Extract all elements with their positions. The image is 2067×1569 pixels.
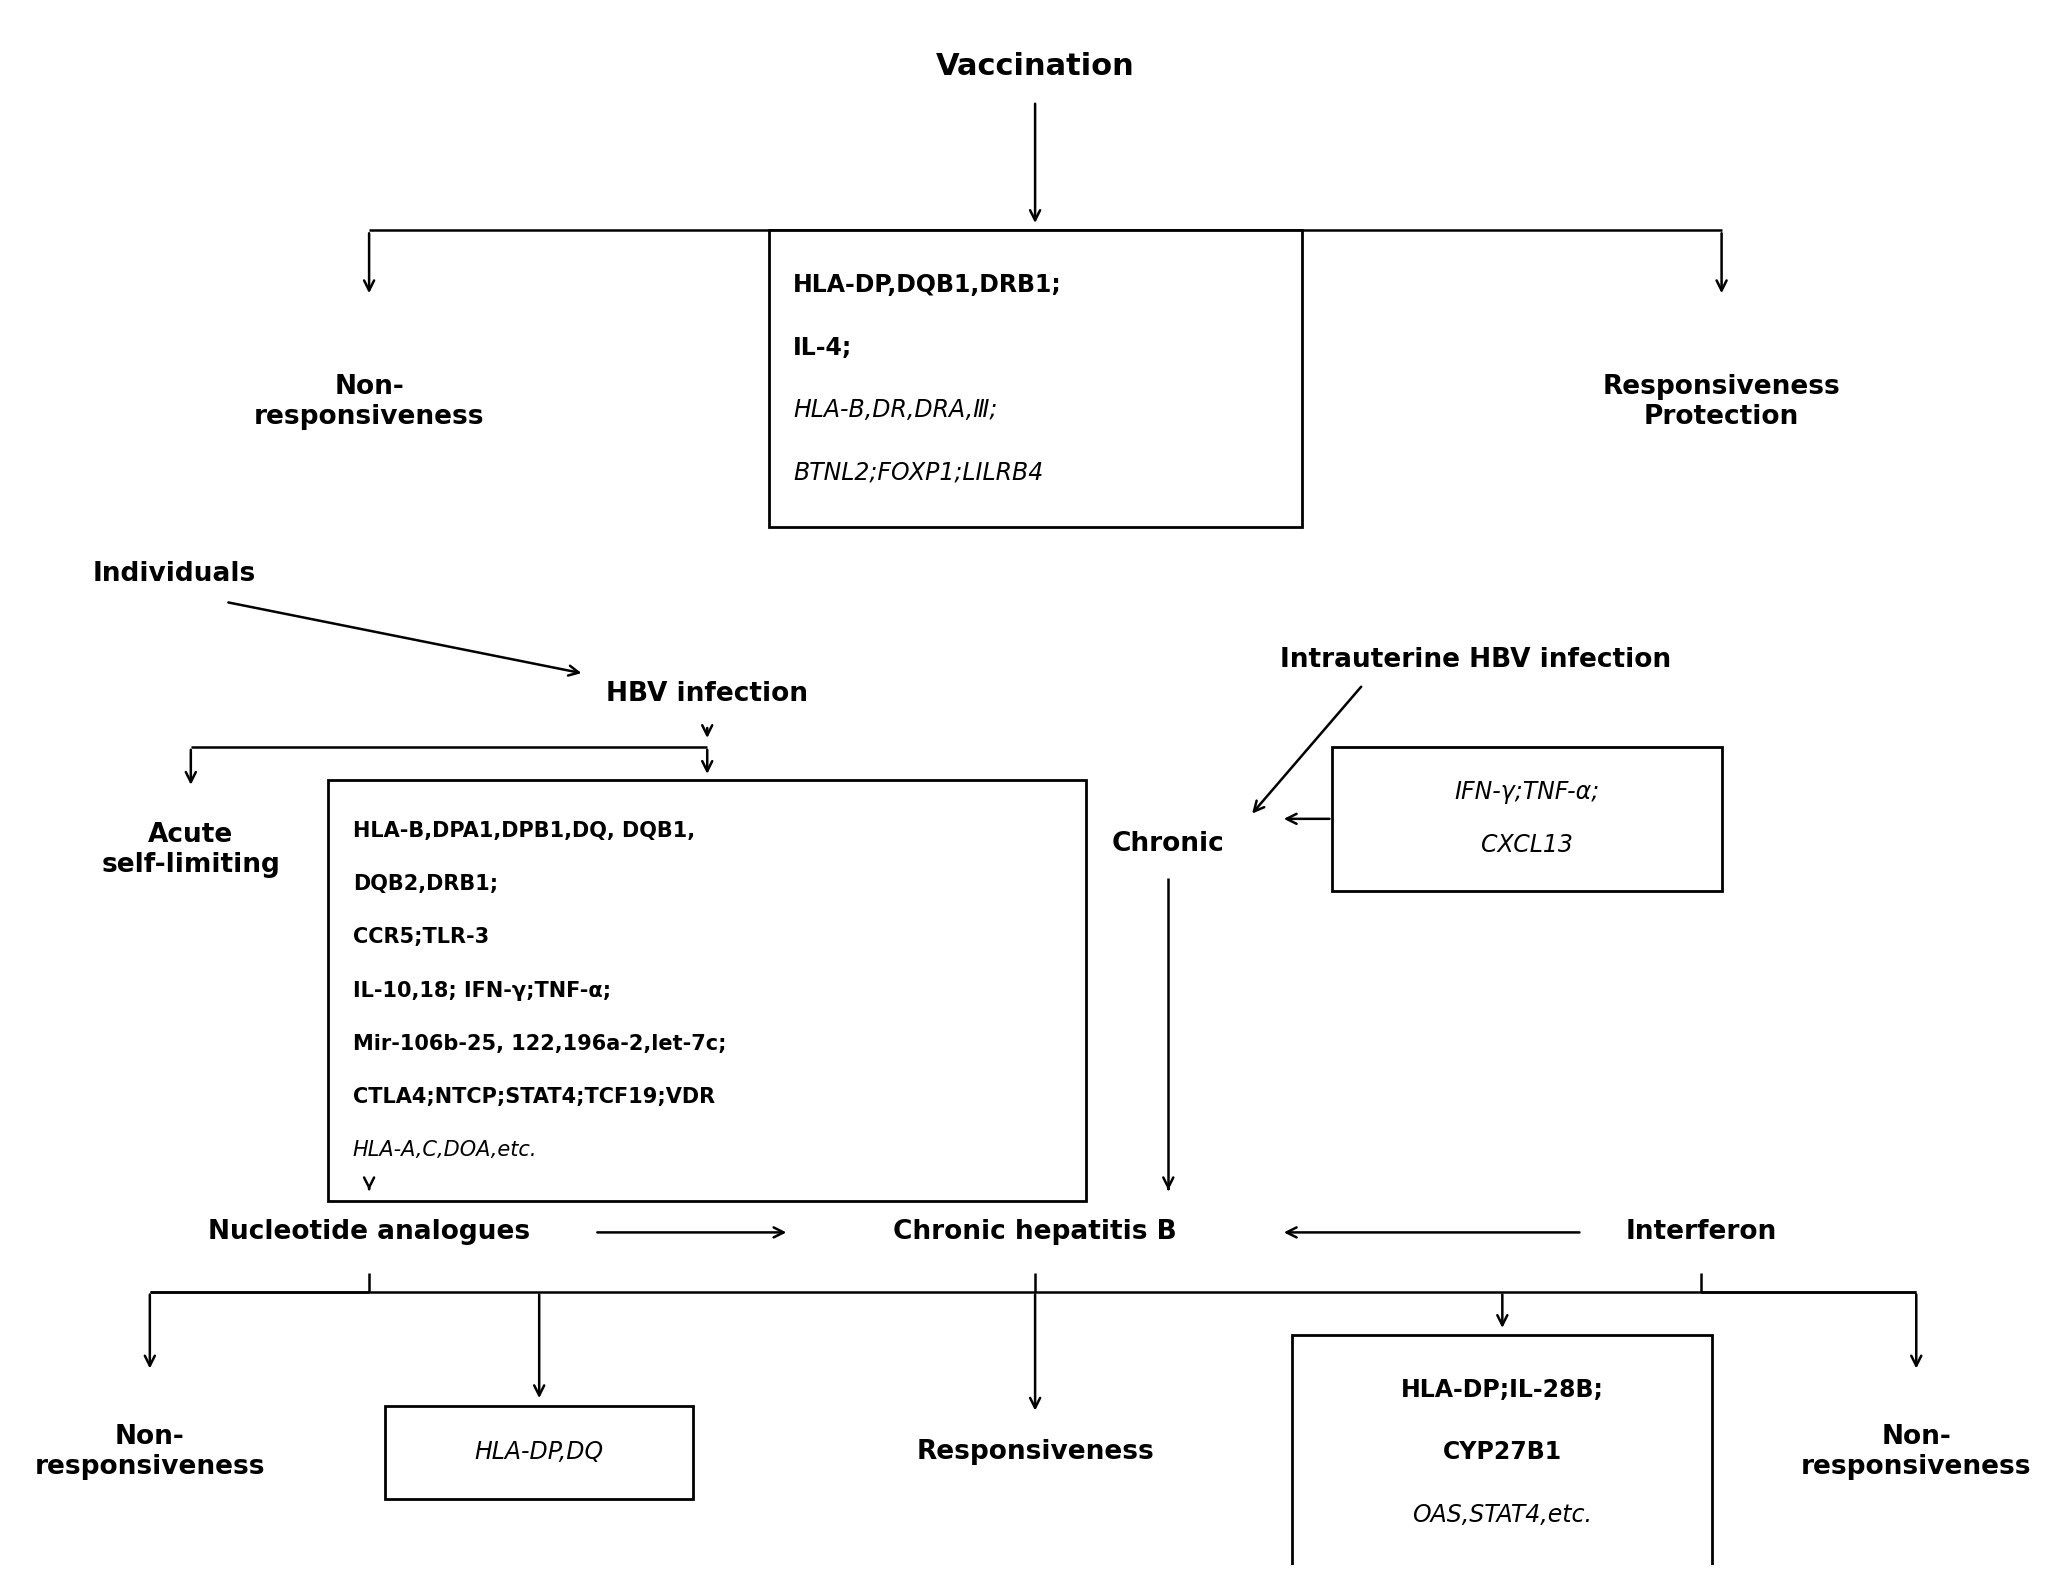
Text: Individuals: Individuals — [93, 560, 256, 587]
Text: HLA-DP,DQB1,DRB1;: HLA-DP,DQB1,DRB1; — [794, 273, 1062, 297]
Text: CXCL13: CXCL13 — [1480, 833, 1573, 857]
Text: Responsiveness
Protection: Responsiveness Protection — [1602, 373, 1840, 430]
Text: HBV infection: HBV infection — [606, 681, 808, 708]
Text: IFN-γ;TNF-α;: IFN-γ;TNF-α; — [1455, 780, 1600, 805]
Text: Chronic: Chronic — [1112, 832, 1224, 857]
Text: HLA-B,DPA1,DPB1,DQ, DQB1,: HLA-B,DPA1,DPB1,DQ, DQB1, — [353, 821, 695, 841]
Bar — [329, 780, 1087, 1202]
Text: Non-
responsiveness: Non- responsiveness — [35, 1425, 265, 1481]
Text: CYP27B1: CYP27B1 — [1443, 1440, 1563, 1464]
Text: DQB2,DRB1;: DQB2,DRB1; — [353, 874, 498, 894]
Text: Chronic hepatitis B: Chronic hepatitis B — [893, 1219, 1176, 1246]
Text: CCR5;TLR-3: CCR5;TLR-3 — [353, 927, 488, 948]
Text: IL-4;: IL-4; — [794, 336, 852, 359]
Text: Nucleotide analogues: Nucleotide analogues — [209, 1219, 529, 1246]
Text: Vaccination: Vaccination — [936, 52, 1135, 82]
Text: Intrauterine HBV infection: Intrauterine HBV infection — [1279, 646, 1672, 673]
Text: HLA-DP;IL-28B;: HLA-DP;IL-28B; — [1401, 1378, 1604, 1403]
Bar — [769, 231, 1302, 527]
Text: Responsiveness: Responsiveness — [916, 1439, 1153, 1465]
Bar — [1333, 747, 1722, 891]
Text: HLA-A,C,DOA,etc.: HLA-A,C,DOA,etc. — [353, 1139, 537, 1159]
Text: HLA-B,DR,DRA,Ⅲ;: HLA-B,DR,DRA,Ⅲ; — [794, 399, 998, 422]
Text: CTLA4;NTCP;STAT4;TCF19;VDR: CTLA4;NTCP;STAT4;TCF19;VDR — [353, 1087, 715, 1106]
Bar — [1292, 1335, 1711, 1569]
Text: HLA-DP,DQ: HLA-DP,DQ — [475, 1440, 604, 1464]
Text: BTNL2;FOXP1;LILRB4: BTNL2;FOXP1;LILRB4 — [794, 460, 1044, 485]
Text: IL-10,18; IFN-γ;TNF-α;: IL-10,18; IFN-γ;TNF-α; — [353, 981, 612, 1001]
Text: Interferon: Interferon — [1625, 1219, 1778, 1246]
Text: Non-
responsiveness: Non- responsiveness — [1800, 1425, 2032, 1481]
Text: OAS,STAT4,etc.: OAS,STAT4,etc. — [1412, 1503, 1592, 1527]
Text: Mir-106b-25, 122,196a-2,let-7c;: Mir-106b-25, 122,196a-2,let-7c; — [353, 1034, 726, 1053]
Text: Acute
self-limiting: Acute self-limiting — [101, 822, 281, 879]
Text: Non-
responsiveness: Non- responsiveness — [254, 373, 484, 430]
Bar — [384, 1406, 692, 1500]
